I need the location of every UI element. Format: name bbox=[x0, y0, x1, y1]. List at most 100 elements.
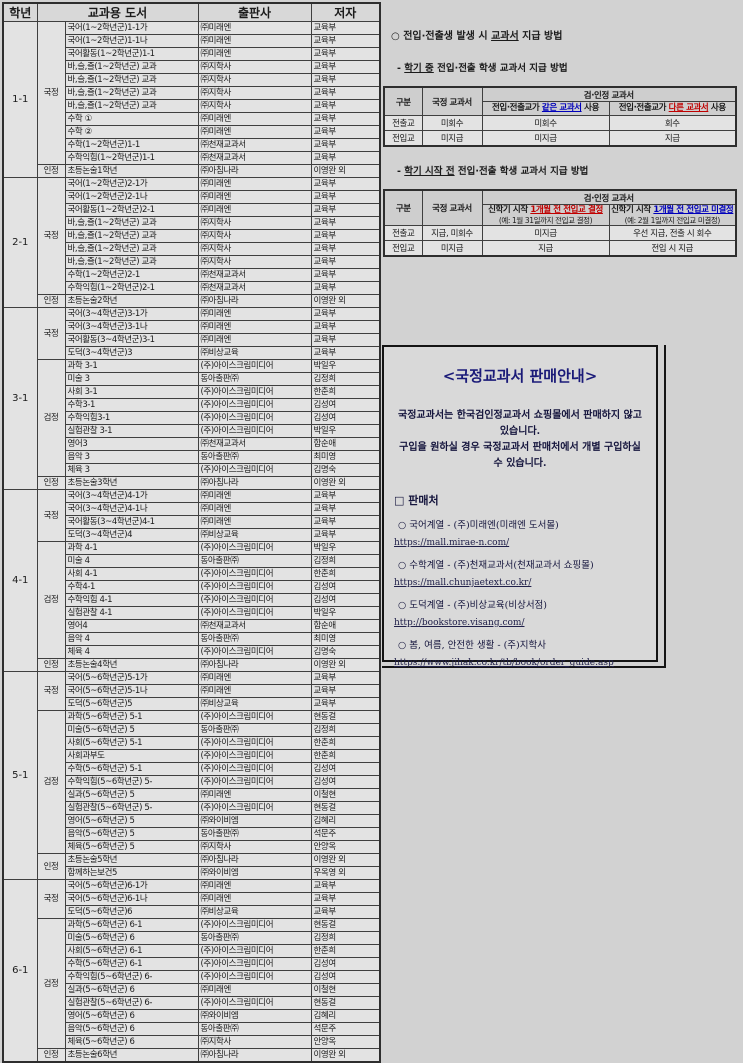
publisher-cell: ㈜지학사 bbox=[197, 60, 312, 74]
supply-row-label: 전입교 bbox=[383, 130, 423, 147]
sales-link[interactable]: https://mall.mirae-n.com/ bbox=[394, 538, 510, 548]
publisher-cell: ㈜미래엔 bbox=[197, 879, 312, 893]
author-cell: 교육부 bbox=[310, 268, 381, 282]
book-row: 영어(5~6학년군) 6 ㈜와이비엠 김혜리 bbox=[3, 1009, 381, 1023]
book-title-cell: 도덕(5~6학년군)5 bbox=[64, 697, 199, 711]
supply-value-cell: 지급 bbox=[481, 240, 610, 257]
publisher-cell: (주)아이스크림미디어 bbox=[197, 944, 312, 958]
sales-link[interactable]: https://www.jihak.co.kr/tb/book/order_gu… bbox=[394, 658, 614, 668]
book-title-cell: 초등논술4학년 bbox=[64, 658, 199, 672]
book-title-cell: 국어(5~6학년군)5-1가 bbox=[64, 671, 199, 685]
supply-header-row: 구분 국정 교과서 검·인정 교과서 bbox=[383, 189, 737, 226]
book-row: 영어4 ㈜천재교과서 함순애 bbox=[3, 619, 381, 633]
publisher-cell: 동아출판㈜ bbox=[197, 1022, 312, 1036]
author-cell: 김성여 bbox=[310, 762, 381, 776]
text-segment: 같은 교과서 bbox=[541, 103, 582, 113]
publisher-cell: (주)아이스크림미디어 bbox=[197, 398, 312, 412]
book-title-cell: 국어(1~2학년군)1-1가 bbox=[64, 21, 199, 35]
book-title-cell: 영어3 bbox=[64, 437, 199, 451]
author-cell: 김성여 bbox=[310, 593, 381, 607]
book-title-cell: 수학익힘 4-1 bbox=[64, 593, 199, 607]
book-row: 바,슬,즐(1~2학년군) 교과 ㈜지학사 교육부 bbox=[3, 73, 381, 87]
author-cell: 교육부 bbox=[310, 151, 381, 165]
author-cell: 교육부 bbox=[310, 892, 381, 906]
book-row: 인정 초등논술3학년 ㈜아침나라 이영완 외 bbox=[3, 476, 381, 490]
author-cell: 교육부 bbox=[310, 671, 381, 685]
book-row: 영어(5~6학년군) 5 ㈜와이비엠 김혜리 bbox=[3, 814, 381, 828]
author-cell: 교육부 bbox=[310, 86, 381, 100]
text-segment: 다른 교과서 bbox=[668, 103, 709, 113]
col-header-book: 교과용 도서 bbox=[36, 2, 199, 22]
book-row: 수학익힘3-1 (주)아이스크림미디어 김성여 bbox=[3, 411, 381, 425]
book-row: 도덕(5~6학년군)5 ㈜비상교육 교육부 bbox=[3, 697, 381, 711]
subheader-line: 전입·전출교가 같은 교과서 사용 bbox=[484, 103, 608, 114]
author-cell: 한춘희 bbox=[310, 567, 381, 581]
book-title-cell: 바,슬,즐(1~2학년군) 교과 bbox=[64, 86, 199, 100]
approval-type-cell: 국정 bbox=[36, 307, 66, 360]
author-cell: 이철현 bbox=[310, 788, 381, 802]
book-title-cell: 수학(5~6학년군) 5-1 bbox=[64, 762, 199, 776]
sales-list-title: □ 판매처 bbox=[394, 494, 439, 507]
author-cell: 교육부 bbox=[310, 112, 381, 126]
author-cell: 김명숙 bbox=[310, 645, 381, 659]
publisher-cell: ㈜지학사 bbox=[197, 242, 312, 256]
publisher-cell: ㈜아침나라 bbox=[197, 853, 312, 867]
approval-type-cell: 인정 bbox=[36, 294, 66, 308]
text-segment: 사용 bbox=[581, 103, 599, 113]
text-segment: 1개월 전 전입교 결정 bbox=[530, 205, 603, 216]
book-row: 영어3 ㈜천재교과서 함순애 bbox=[3, 437, 381, 451]
sales-link[interactable]: http://bookstore.visang.com/ bbox=[394, 618, 525, 628]
book-title-cell: 과학 3-1 bbox=[64, 359, 199, 373]
book-row: 음악(5~6학년군) 5 동아출판㈜ 석문주 bbox=[3, 827, 381, 841]
book-title-cell: 음악(5~6학년군) 6 bbox=[64, 1022, 199, 1036]
author-cell: 교육부 bbox=[310, 203, 381, 217]
book-row: 인정 초등논술5학년 ㈜아침나라 이영완 외 bbox=[3, 853, 381, 880]
book-title-cell: 국어(3~4학년군)3-1나 bbox=[64, 320, 199, 334]
author-cell: 김성여 bbox=[310, 957, 381, 971]
author-cell: 교육부 bbox=[310, 21, 381, 35]
book-title-cell: 바,슬,즐(1~2학년군) 교과 bbox=[64, 229, 199, 243]
author-cell: 교육부 bbox=[310, 255, 381, 269]
publisher-cell: ㈜비상교육 bbox=[197, 346, 312, 360]
book-row: 도덕(3~4학년군)3 ㈜비상교육 교육부 bbox=[3, 346, 381, 360]
publisher-cell: ㈜미래엔 bbox=[197, 489, 312, 503]
book-row: 6-1 국정 국어(5~6학년군)6-1가 ㈜미래엔 교육부 bbox=[2, 879, 381, 1063]
publisher-cell: ㈜미래엔 bbox=[197, 21, 312, 35]
publisher-cell: ㈜와이비엠 bbox=[197, 866, 312, 880]
book-row: 검정 과학 4-1 (주)아이스크림미디어 박일우 bbox=[3, 541, 381, 659]
supply-value-cell: 우선 지급, 전출 시 회수 bbox=[608, 225, 737, 241]
author-cell: 교육부 bbox=[310, 73, 381, 87]
publisher-cell: (주)아이스크림미디어 bbox=[197, 424, 312, 438]
book-row: 사회(5~6학년군) 5-1 (주)아이스크림미디어 한춘희 bbox=[3, 736, 381, 750]
book-title-cell: 수학 ② bbox=[64, 125, 199, 139]
author-cell: 현동걸 bbox=[310, 996, 381, 1010]
publisher-cell: (주)아이스크림미디어 bbox=[197, 567, 312, 581]
author-cell: 석문주 bbox=[310, 1022, 381, 1036]
text-segment: 전입·전출교가 bbox=[492, 103, 542, 113]
book-row: 2-1 국정 국어(1~2학년군)2-1가 ㈜미래엔 교육부 bbox=[2, 177, 381, 308]
author-cell: 김혜리 bbox=[310, 1009, 381, 1023]
author-cell: 교육부 bbox=[310, 346, 381, 360]
sales-link[interactable]: https://mall.chunjaetext.co.kr/ bbox=[394, 578, 532, 588]
book-title-cell: 체육(5~6학년군) 5 bbox=[64, 840, 199, 854]
supply-value-cell: 미지급 bbox=[421, 130, 483, 147]
publisher-cell: ㈜지학사 bbox=[197, 255, 312, 269]
approval-type-cell: 검정 bbox=[36, 541, 66, 659]
author-cell: 이영완 외 bbox=[310, 294, 381, 308]
author-cell: 이영완 외 bbox=[310, 658, 381, 672]
publisher-cell: ㈜미래엔 bbox=[197, 177, 312, 191]
sales-desc-line: 국정교과서는 한국검인정교과서 쇼핑몰에서 판매하지 않고 있습니다. bbox=[398, 410, 642, 437]
author-cell: 최미영 bbox=[310, 632, 381, 646]
book-title-cell: 미술 4 bbox=[64, 554, 199, 568]
book-row: 미술(5~6학년군) 5 동아출판㈜ 김정희 bbox=[3, 723, 381, 737]
author-cell: 교육부 bbox=[310, 177, 381, 191]
author-cell: 한춘희 bbox=[310, 749, 381, 763]
supply-value-cell: 지급 bbox=[608, 130, 737, 147]
book-row: 국어(5~6학년군)6-1나 ㈜미래엔 교육부 bbox=[3, 892, 381, 906]
author-cell: 김성여 bbox=[310, 398, 381, 412]
book-title-cell: 국어활동(1~2학년군)1-1 bbox=[64, 47, 199, 61]
book-title-cell: 국어활동(1~2학년군)2-1 bbox=[64, 203, 199, 217]
author-cell: 교육부 bbox=[310, 60, 381, 74]
publisher-cell: 동아출판㈜ bbox=[197, 450, 312, 464]
book-row: 체육(5~6학년군) 6 ㈜지학사 안양옥 bbox=[3, 1035, 381, 1049]
